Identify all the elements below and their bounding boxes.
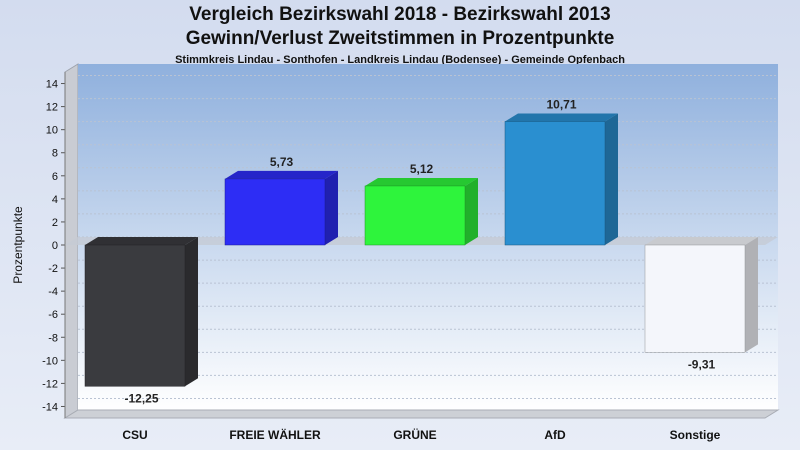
x-tick-label: Sonstige xyxy=(670,428,721,442)
bar-side xyxy=(185,237,198,387)
y-tick-label: -10 xyxy=(42,355,58,367)
y-tick-label: -12 xyxy=(42,378,58,390)
bar-top xyxy=(85,237,198,245)
bar-top xyxy=(505,113,618,122)
y-tick-label: 0 xyxy=(52,240,58,252)
bar-top xyxy=(365,177,478,186)
y-tick-label: 8 xyxy=(52,148,58,160)
bar-top xyxy=(225,170,338,179)
value-label: -12,25 xyxy=(124,391,158,405)
y-tick-label: 12 xyxy=(46,102,58,114)
y-tick-label: -4 xyxy=(48,286,58,298)
chart-region-subtitle: Stimmkreis Lindau - Sonthofen - Landkrei… xyxy=(175,54,625,66)
chart-subtitle: Gewinn/Verlust Zweitstimmen in Prozentpu… xyxy=(185,28,615,49)
x-tick-label: CSU xyxy=(122,428,147,442)
bar-face xyxy=(644,244,746,353)
x-tick-label: GRÜNE xyxy=(393,427,436,442)
y-tick-label: -14 xyxy=(42,401,58,413)
bar-sonstige xyxy=(644,237,758,353)
floor xyxy=(63,409,780,419)
bar-side xyxy=(745,237,758,353)
bar-face xyxy=(364,185,466,246)
y-tick-label: 2 xyxy=(52,217,58,229)
y-tick-label: 10 xyxy=(46,125,58,137)
y-tick-label: -6 xyxy=(48,309,58,321)
y-axis-label: Prozentpunkte xyxy=(11,206,25,284)
value-label: 5,12 xyxy=(410,162,434,176)
bar-side xyxy=(325,170,338,245)
bar-top xyxy=(645,237,758,245)
bar-csu xyxy=(84,237,198,387)
bar-gr-ne xyxy=(364,177,478,246)
value-label: 10,71 xyxy=(546,97,576,111)
y-tick-label: 14 xyxy=(46,79,58,91)
bar-face xyxy=(224,178,326,246)
chart-title: Vergleich Bezirkswahl 2018 - Bezirkswahl… xyxy=(189,4,611,25)
x-tick-label: FREIE WÄHLER xyxy=(229,427,321,442)
bar-face xyxy=(84,244,186,387)
y-tick-label: 4 xyxy=(52,194,58,206)
y-tick-label: -8 xyxy=(48,332,58,344)
bar-side xyxy=(605,113,618,245)
bar-face xyxy=(504,121,606,246)
value-label: -9,31 xyxy=(688,357,716,371)
value-label: 5,73 xyxy=(270,155,294,169)
y-tick-label: 6 xyxy=(52,171,58,183)
bar-afd xyxy=(504,113,618,246)
x-tick-label: AfD xyxy=(544,428,566,442)
bar-side xyxy=(465,177,478,245)
y-tick-label: -2 xyxy=(48,263,58,275)
bar-freie-w-hler xyxy=(224,170,338,246)
